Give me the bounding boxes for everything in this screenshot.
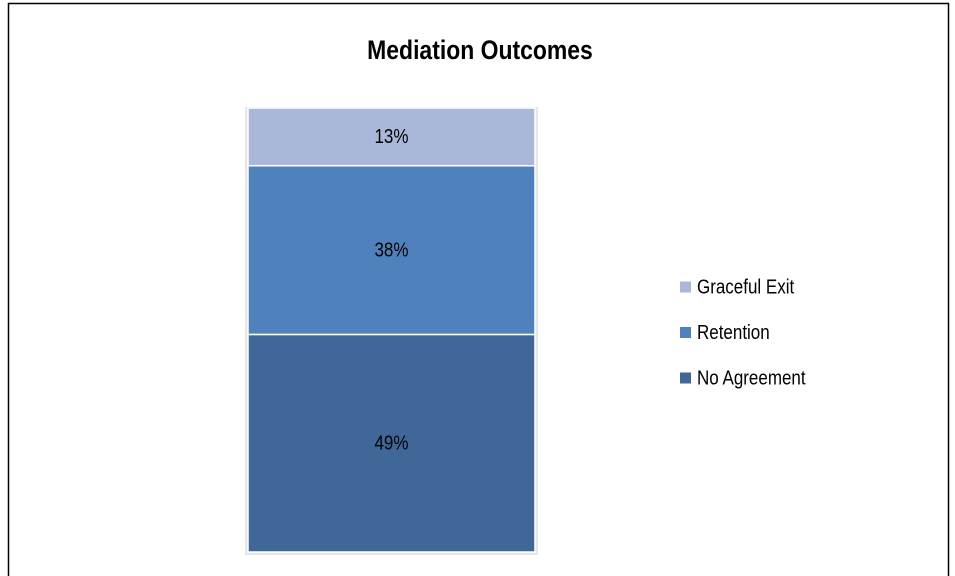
data-label: 49% [374,431,408,454]
legend-swatch [680,281,691,293]
legend-swatch [680,372,691,384]
legend-label: No Agreement [697,366,806,389]
bar-segment [247,107,536,167]
legend-label: Retention [697,320,770,343]
bar-segment [247,164,536,336]
chart-title: Mediation Outcomes [367,35,593,65]
data-label: 38% [374,238,408,261]
bar-segment [247,333,536,553]
legend-swatch [680,327,691,338]
legend-label: Graceful Exit [697,275,795,298]
data-label: 13% [374,125,408,148]
